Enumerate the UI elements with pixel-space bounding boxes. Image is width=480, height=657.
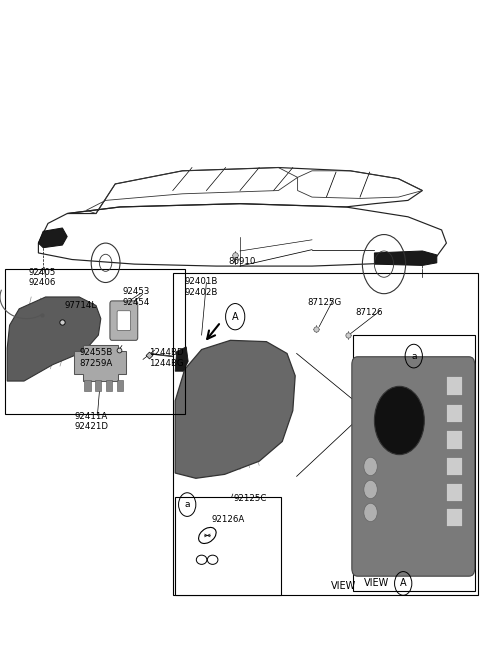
Text: VIEW: VIEW bbox=[331, 581, 357, 591]
FancyBboxPatch shape bbox=[446, 376, 462, 395]
Circle shape bbox=[374, 386, 424, 455]
FancyBboxPatch shape bbox=[446, 430, 462, 449]
Circle shape bbox=[364, 503, 377, 522]
Polygon shape bbox=[374, 251, 437, 265]
Polygon shape bbox=[175, 340, 295, 478]
Text: 97714L: 97714L bbox=[65, 301, 97, 310]
Ellipse shape bbox=[207, 555, 218, 564]
Ellipse shape bbox=[196, 555, 207, 564]
FancyBboxPatch shape bbox=[352, 357, 475, 576]
FancyBboxPatch shape bbox=[117, 380, 123, 391]
Text: 87125G: 87125G bbox=[307, 298, 341, 307]
FancyBboxPatch shape bbox=[446, 483, 462, 501]
Text: VIEW: VIEW bbox=[364, 578, 389, 589]
Polygon shape bbox=[7, 297, 101, 381]
FancyBboxPatch shape bbox=[446, 404, 462, 422]
FancyBboxPatch shape bbox=[446, 457, 462, 475]
Text: a: a bbox=[411, 351, 417, 361]
FancyBboxPatch shape bbox=[84, 380, 91, 391]
FancyBboxPatch shape bbox=[446, 508, 462, 526]
Circle shape bbox=[364, 457, 377, 476]
Text: 92125C: 92125C bbox=[234, 493, 267, 503]
Text: 92401B
92402B: 92401B 92402B bbox=[185, 277, 218, 297]
FancyBboxPatch shape bbox=[175, 497, 281, 595]
Text: a: a bbox=[184, 500, 190, 509]
FancyBboxPatch shape bbox=[106, 380, 112, 391]
Text: 92455B
87259A: 92455B 87259A bbox=[79, 348, 113, 368]
Polygon shape bbox=[74, 345, 126, 381]
Ellipse shape bbox=[199, 528, 216, 543]
Text: 92411A
92421D: 92411A 92421D bbox=[74, 412, 108, 432]
Text: 1244BD
1244BG: 1244BD 1244BG bbox=[149, 348, 183, 368]
Text: A: A bbox=[232, 311, 239, 322]
FancyBboxPatch shape bbox=[110, 301, 138, 340]
Polygon shape bbox=[175, 347, 188, 371]
Text: 92126A: 92126A bbox=[211, 514, 244, 524]
FancyBboxPatch shape bbox=[95, 380, 101, 391]
Text: A: A bbox=[400, 578, 407, 589]
Polygon shape bbox=[38, 228, 67, 248]
FancyBboxPatch shape bbox=[117, 311, 131, 330]
Text: 87126: 87126 bbox=[355, 308, 383, 317]
Text: 92453
92454: 92453 92454 bbox=[122, 287, 150, 307]
Text: 92405
92406: 92405 92406 bbox=[29, 267, 56, 287]
Circle shape bbox=[364, 480, 377, 499]
Text: 86910: 86910 bbox=[228, 257, 255, 266]
